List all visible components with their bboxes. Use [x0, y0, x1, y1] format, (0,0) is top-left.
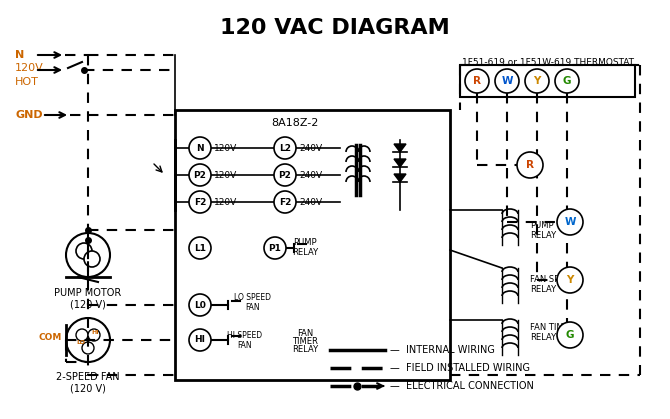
- Text: F2: F2: [279, 197, 291, 207]
- Bar: [175, 110, 450, 380]
- Circle shape: [82, 342, 94, 354]
- Circle shape: [557, 209, 583, 235]
- Text: TIMER: TIMER: [292, 336, 318, 346]
- Text: FAN TIMER: FAN TIMER: [530, 323, 575, 333]
- Text: F2: F2: [194, 197, 206, 207]
- Text: 120V: 120V: [15, 63, 44, 73]
- Bar: [460, 65, 635, 97]
- Circle shape: [465, 69, 489, 93]
- Circle shape: [274, 191, 296, 213]
- Polygon shape: [394, 144, 406, 152]
- Text: L0: L0: [194, 300, 206, 310]
- Circle shape: [557, 322, 583, 348]
- Text: —  FIELD INSTALLED WIRING: — FIELD INSTALLED WIRING: [390, 363, 530, 373]
- Text: 2-SPEED FAN
(120 V): 2-SPEED FAN (120 V): [56, 372, 120, 393]
- Text: FAN SPEED: FAN SPEED: [530, 276, 576, 285]
- Text: COM: COM: [39, 334, 62, 342]
- Circle shape: [189, 237, 211, 259]
- Text: PUMP: PUMP: [530, 220, 553, 230]
- Text: GND: GND: [15, 110, 43, 120]
- Circle shape: [274, 164, 296, 186]
- Text: FAN: FAN: [297, 328, 313, 337]
- Text: 1F51-619 or 1F51W-619 THERMOSTAT: 1F51-619 or 1F51W-619 THERMOSTAT: [462, 58, 634, 67]
- Circle shape: [189, 191, 211, 213]
- Text: 240V: 240V: [299, 171, 322, 179]
- Circle shape: [517, 152, 543, 178]
- Text: Y: Y: [566, 275, 574, 285]
- Text: HI: HI: [91, 331, 98, 336]
- Circle shape: [189, 294, 211, 316]
- Circle shape: [495, 69, 519, 93]
- Text: G: G: [563, 76, 572, 86]
- Circle shape: [84, 251, 100, 267]
- Text: PUMP MOTOR
(120 V): PUMP MOTOR (120 V): [54, 288, 122, 310]
- Text: LO: LO: [76, 341, 86, 346]
- Text: R: R: [473, 76, 481, 86]
- Circle shape: [88, 329, 100, 341]
- Text: 120V: 120V: [214, 171, 237, 179]
- Text: G: G: [565, 330, 574, 340]
- Text: L1: L1: [194, 243, 206, 253]
- Text: 240V: 240V: [299, 143, 322, 153]
- Text: FAN: FAN: [246, 303, 261, 311]
- Text: RELAY: RELAY: [530, 285, 556, 295]
- Circle shape: [76, 329, 88, 341]
- Text: W: W: [501, 76, 513, 86]
- Circle shape: [66, 318, 110, 362]
- Text: PUMP: PUMP: [293, 238, 317, 246]
- Text: FAN: FAN: [238, 341, 253, 349]
- Circle shape: [274, 137, 296, 159]
- Circle shape: [557, 267, 583, 293]
- Text: P1: P1: [269, 243, 281, 253]
- Circle shape: [76, 243, 92, 259]
- Text: RELAY: RELAY: [292, 344, 318, 354]
- Text: HOT: HOT: [15, 77, 39, 87]
- Text: N: N: [196, 143, 204, 153]
- Text: LO SPEED: LO SPEED: [234, 292, 271, 302]
- Text: HI: HI: [194, 336, 206, 344]
- Circle shape: [555, 69, 579, 93]
- Text: P2: P2: [279, 171, 291, 179]
- Text: RELAY: RELAY: [530, 230, 556, 240]
- Text: W: W: [564, 217, 576, 227]
- Circle shape: [189, 329, 211, 351]
- Text: RELAY: RELAY: [530, 334, 556, 342]
- Text: 120V: 120V: [214, 143, 237, 153]
- Text: HI SPEED: HI SPEED: [227, 331, 263, 339]
- Text: 120 VAC DIAGRAM: 120 VAC DIAGRAM: [220, 18, 450, 38]
- Circle shape: [189, 137, 211, 159]
- Text: P2: P2: [194, 171, 206, 179]
- Text: 120V: 120V: [214, 197, 237, 207]
- Text: 8A18Z-2: 8A18Z-2: [271, 118, 319, 128]
- Text: L2: L2: [279, 143, 291, 153]
- Polygon shape: [394, 174, 406, 182]
- Text: N: N: [15, 50, 24, 60]
- Circle shape: [189, 164, 211, 186]
- Polygon shape: [394, 159, 406, 167]
- Text: R: R: [526, 160, 534, 170]
- Text: —  INTERNAL WIRING: — INTERNAL WIRING: [390, 345, 495, 355]
- Circle shape: [264, 237, 286, 259]
- Text: RELAY: RELAY: [292, 248, 318, 256]
- Circle shape: [525, 69, 549, 93]
- Text: —  ELECTRICAL CONNECTION: — ELECTRICAL CONNECTION: [390, 381, 534, 391]
- Text: 240V: 240V: [299, 197, 322, 207]
- Text: Y: Y: [533, 76, 541, 86]
- Circle shape: [66, 233, 110, 277]
